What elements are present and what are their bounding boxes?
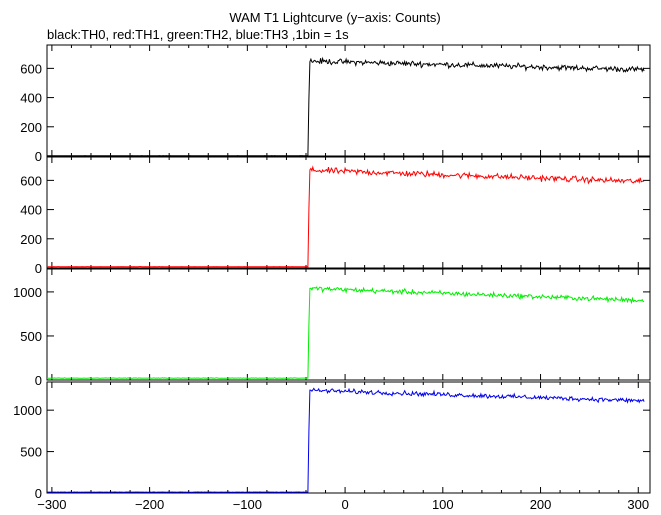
x-tick-labels: −300 −200 −100 0 100 200 300	[37, 497, 649, 512]
chart-title: WAM T1 Lightcurve (y−axis: Counts)	[229, 10, 440, 25]
x-tick-label: 200	[530, 497, 552, 512]
x-tick-label: 0	[341, 497, 348, 512]
y-tick-label: 0	[35, 261, 42, 276]
series-th1	[46, 165, 645, 268]
x-tick-label: 300	[627, 497, 649, 512]
panels-group: 0 200 400 600 0 200 400 600 0 500 1000 0 500 1000	[13, 44, 651, 501]
y-tick-label: 600	[20, 173, 42, 188]
y-tick-label: 0	[35, 373, 42, 388]
x-tick-label: −300	[37, 497, 66, 512]
x-tick-label: −200	[135, 497, 164, 512]
panel-frame	[46, 381, 651, 494]
y-tick-label: 0	[35, 486, 42, 501]
x-tick-label: −100	[233, 497, 262, 512]
panel-frame	[46, 268, 651, 381]
series-th0	[47, 56, 645, 157]
series-th3	[47, 387, 645, 493]
y-tick-label: 200	[20, 232, 42, 247]
y-tick-label: 500	[20, 329, 42, 344]
panel-frame	[46, 156, 651, 269]
y-tick-label: 200	[20, 120, 42, 135]
y-tick-label: 600	[20, 61, 42, 76]
x-tick-label: 100	[432, 497, 454, 512]
y-tick-label: 1000	[13, 285, 42, 300]
y-tick-label: 1000	[13, 403, 42, 418]
y-tick-label: 0	[35, 149, 42, 164]
y-tick-label: 500	[20, 445, 42, 460]
panel-th1: 0 200 400 600	[20, 156, 651, 276]
panel-th2: 0 500 1000	[13, 268, 651, 388]
panel-frame	[46, 44, 651, 157]
chart-subtitle: black:TH0, red:TH1, green:TH2, blue:TH3 …	[47, 27, 349, 42]
panel-th3: 0 500 1000	[13, 381, 651, 501]
y-tick-label: 400	[20, 203, 42, 218]
panel-th0: 0 200 400 600	[20, 44, 651, 164]
y-tick-label: 400	[20, 91, 42, 106]
series-th2	[47, 286, 645, 379]
